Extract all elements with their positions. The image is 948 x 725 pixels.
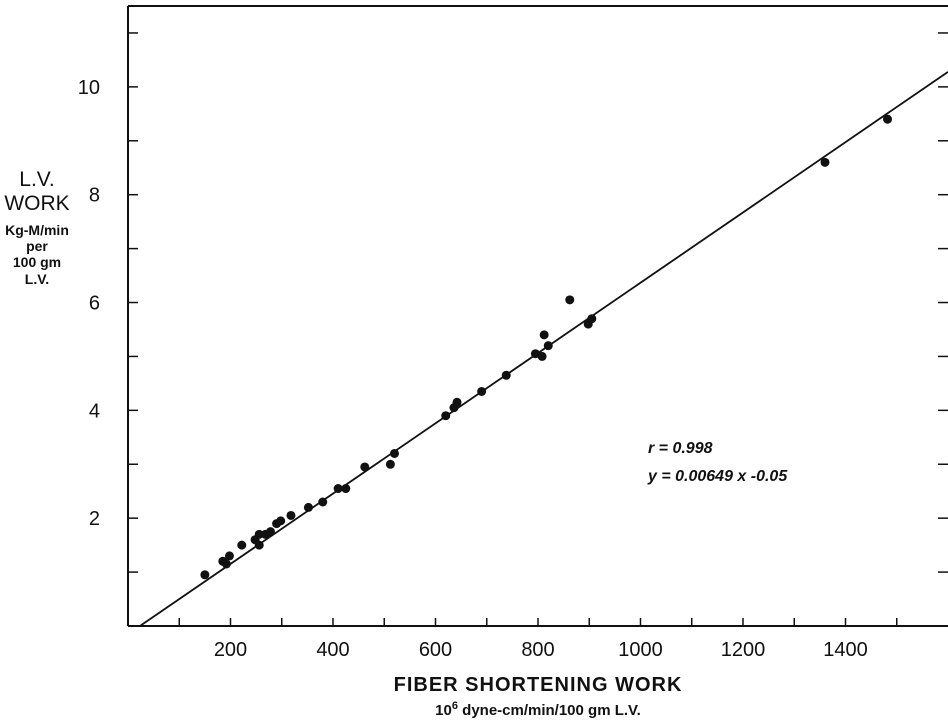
data-point (303, 502, 313, 512)
data-point (286, 510, 296, 520)
y-axis-unit-line3: 100 gm L.V. (12, 254, 62, 287)
data-point (341, 484, 351, 494)
tick-labels: 200 400 600 800 1000 1200 1400 2 4 6 8 10 (78, 77, 868, 661)
x-tick-label: 1400 (823, 639, 868, 661)
data-point (333, 484, 343, 494)
y-tick-label: 6 (89, 293, 100, 315)
data-point (477, 386, 487, 396)
y-axis-label: L.V. WORK Kg-M/min per 100 gm L.V. (0, 168, 74, 287)
data-point (543, 341, 553, 351)
annotation-r: r = 0.998 (648, 440, 713, 457)
regression-line-group (139, 71, 948, 627)
x-axis-unit-prefix: 10 (435, 702, 452, 719)
annotation-equation: y = 0.00649 x -0.05 (648, 468, 788, 485)
x-tick-label: 200 (214, 639, 247, 661)
y-axis-unit-line2: per (26, 238, 48, 255)
y-tick-label: 10 (78, 77, 100, 99)
data-point (360, 462, 370, 472)
y-tick-label: 2 (89, 508, 100, 530)
y-axis-unit-line1: Kg-M/min (5, 222, 69, 239)
data-point (820, 157, 830, 167)
regression-line (139, 71, 948, 627)
data-point (276, 516, 286, 526)
data-point (318, 497, 328, 507)
data-points (200, 114, 893, 580)
x-tick-label: 400 (316, 639, 349, 661)
data-point (221, 559, 231, 569)
data-point (501, 370, 511, 380)
y-tick-label: 8 (89, 185, 100, 207)
y-axis-title-line2: WORK (4, 192, 70, 216)
tick-marks (128, 32, 948, 626)
data-point (390, 448, 399, 458)
data-point (254, 540, 264, 550)
x-axis-unit-exponent: 6 (451, 700, 458, 712)
data-point (200, 570, 210, 580)
y-tick-label: 4 (89, 400, 100, 422)
x-tick-label: 800 (521, 639, 554, 661)
data-point (224, 551, 234, 561)
plot-frame (127, 5, 948, 627)
x-tick-label: 1200 (721, 639, 766, 661)
x-axis-title: FIBER SHORTENING WORK (393, 674, 683, 696)
data-point (587, 314, 597, 324)
data-point (883, 114, 893, 124)
data-point (385, 459, 395, 469)
data-point (254, 529, 264, 539)
data-point (452, 397, 462, 407)
data-point (265, 527, 275, 537)
data-point (565, 295, 575, 305)
x-tick-label: 600 (419, 639, 452, 661)
data-point (539, 330, 549, 340)
x-tick-label: 1000 (618, 639, 663, 661)
data-point (237, 540, 247, 550)
x-axis-unit-rest: dyne-cm/min/100 gm L.V. (457, 702, 641, 719)
data-point (441, 411, 451, 421)
x-axis-unit: 106 dyne-cm/min/100 gm L.V. (128, 700, 948, 719)
y-axis-title-line1: L.V. (19, 168, 55, 191)
data-point (537, 351, 547, 361)
